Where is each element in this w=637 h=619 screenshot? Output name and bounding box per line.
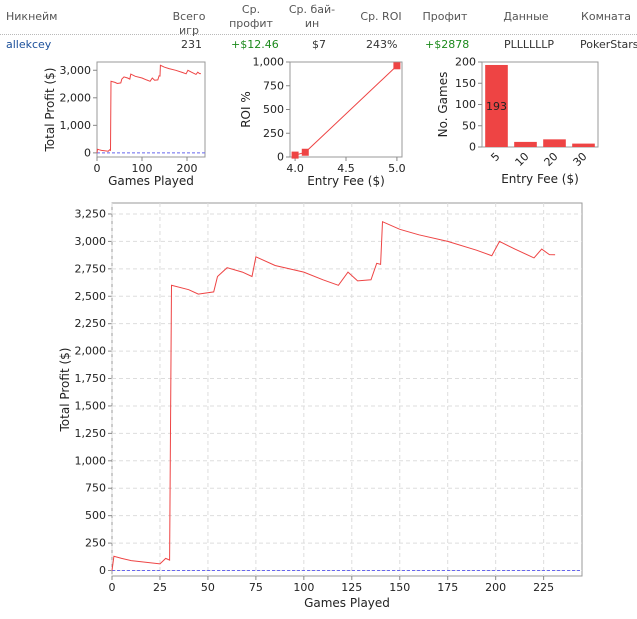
- large-profit-xtick-label: 175: [437, 581, 458, 594]
- games-ylabel: No. Games: [436, 72, 450, 138]
- games-bar: [572, 143, 595, 147]
- profit-value: +$2878: [425, 38, 470, 51]
- roi-vs-fee-ytick-label: 250: [263, 127, 284, 140]
- large-profit-xtick-label: 100: [293, 581, 314, 594]
- games-ytick-label: 100: [455, 98, 476, 111]
- small-profit-xtick-label: 0: [94, 162, 101, 175]
- header-data[interactable]: Данные: [503, 10, 549, 23]
- roi-vs-fee-ytick-label: 1,000: [253, 56, 285, 69]
- large-profit-ytick-label: 750: [85, 482, 106, 495]
- large-profit-ytick-label: 250: [85, 537, 106, 550]
- games-xtick-label: 20: [542, 150, 561, 169]
- games-ytick-label: 200: [455, 56, 476, 69]
- avg-profit-value: +$12.46: [231, 38, 279, 51]
- roi-plot-area: [289, 61, 403, 158]
- large-profit-ytick-label: 1,500: [75, 399, 107, 412]
- large-profit-ytick-label: 500: [85, 509, 106, 522]
- large-profit-xtick-label: 150: [389, 581, 410, 594]
- large-profit-xtick-label: 50: [201, 581, 215, 594]
- small-profit-plot-area: [96, 61, 206, 158]
- large-profit-ytick-label: 1,250: [75, 427, 107, 440]
- large-profit-plot-area: [111, 202, 583, 577]
- large-profit-xtick-label: 125: [341, 581, 362, 594]
- avg-buyin-value: $7: [312, 38, 326, 51]
- roi-vs-fee-ytick-label: 500: [263, 103, 284, 116]
- small-profit-xlabel: Games Played: [108, 174, 194, 188]
- avg-roi-value: 243%: [366, 38, 398, 51]
- games-bar: [543, 139, 566, 147]
- header-avg-profit[interactable]: Ср. профит: [229, 3, 273, 30]
- data-value: PLLLLLLP: [504, 38, 555, 51]
- header-room[interactable]: Комната: [581, 10, 631, 23]
- small-profit-ytick-label: 2,000: [60, 91, 92, 104]
- small-profit-ylabel: Total Profit ($): [43, 68, 57, 153]
- large-profit-ytick-label: 2,250: [75, 317, 107, 330]
- large-profit-ytick-label: 2,000: [75, 345, 107, 358]
- large-profit-xtick-label: 25: [153, 581, 167, 594]
- large-profit-xtick-label: 200: [485, 581, 506, 594]
- roi-point: [393, 62, 401, 70]
- small-profit-ytick-label: 1,000: [60, 119, 92, 132]
- roi-vs-fee-xtick-label: 4.0: [286, 162, 304, 175]
- games-ytick-label: 150: [455, 77, 476, 90]
- games-xlabel: Entry Fee ($): [501, 172, 579, 186]
- large-profit-ytick-label: 2,750: [75, 262, 107, 275]
- large-profit-xlabel: Games Played: [304, 596, 390, 610]
- large-profit-xtick-label: 225: [533, 581, 554, 594]
- large-profit-ytick-label: 3,250: [75, 207, 107, 220]
- large-profit-ytick-label: 1,000: [75, 454, 107, 467]
- large-profit-ytick-label: 0: [99, 564, 106, 577]
- games-xtick-label: 10: [513, 150, 532, 169]
- roi-point: [301, 148, 309, 156]
- large-profit-xtick-label: 75: [249, 581, 263, 594]
- large-profit-ytick-label: 3,000: [75, 235, 107, 248]
- roi-vs-fee-ylabel: ROI %: [239, 91, 253, 128]
- header-avg-buyin[interactable]: Ср. бай-ин: [288, 3, 336, 30]
- large-profit-ytick-label: 2,500: [75, 290, 107, 303]
- small-profit-ytick-label: 0: [84, 146, 91, 159]
- small-profit-ytick-label: 3,000: [60, 64, 92, 77]
- small-profit-series-line: [96, 64, 201, 153]
- games-ytick-label: 50: [462, 119, 476, 132]
- small-profit-xtick-label: 100: [132, 162, 153, 175]
- roi-vs-fee-xlabel: Entry Fee ($): [307, 174, 385, 188]
- header-total-games[interactable]: Всего игр: [172, 10, 206, 37]
- large-profit-ytick-label: 1,750: [75, 372, 107, 385]
- table-header: Никнейм Всего игр Ср. профит Ср. бай-ин …: [0, 0, 637, 37]
- games-bar: [485, 64, 508, 147]
- large-profit-series-line: [111, 220, 556, 571]
- nickname-link[interactable]: allekcey: [6, 38, 52, 51]
- roi-vs-fee-ytick-label: 0: [277, 151, 284, 164]
- games-xtick-label: 30: [571, 150, 590, 169]
- games-bar: [514, 141, 537, 147]
- header-nickname[interactable]: Никнейм: [6, 10, 58, 23]
- header-profit[interactable]: Профит: [422, 10, 468, 23]
- roi-vs-fee-ytick-label: 750: [263, 79, 284, 92]
- large-profit-ylabel: Total Profit ($): [58, 348, 72, 433]
- games-ytick-label: 0: [469, 141, 476, 154]
- small-profit-xtick-label: 200: [177, 162, 198, 175]
- roi-vs-fee-xtick-label: 5.0: [388, 162, 406, 175]
- games-bar-data-label: 193: [486, 100, 507, 113]
- header-avg-roi[interactable]: Ср. ROI: [360, 10, 402, 23]
- roi-vs-fee-xtick-label: 4.5: [337, 162, 355, 175]
- games-xtick-label: 5: [488, 150, 502, 164]
- total-games-value: 231: [181, 38, 202, 51]
- room-value: PokerStars: [580, 38, 637, 51]
- large-profit-xtick-label: 0: [109, 581, 116, 594]
- roi-point: [291, 151, 299, 159]
